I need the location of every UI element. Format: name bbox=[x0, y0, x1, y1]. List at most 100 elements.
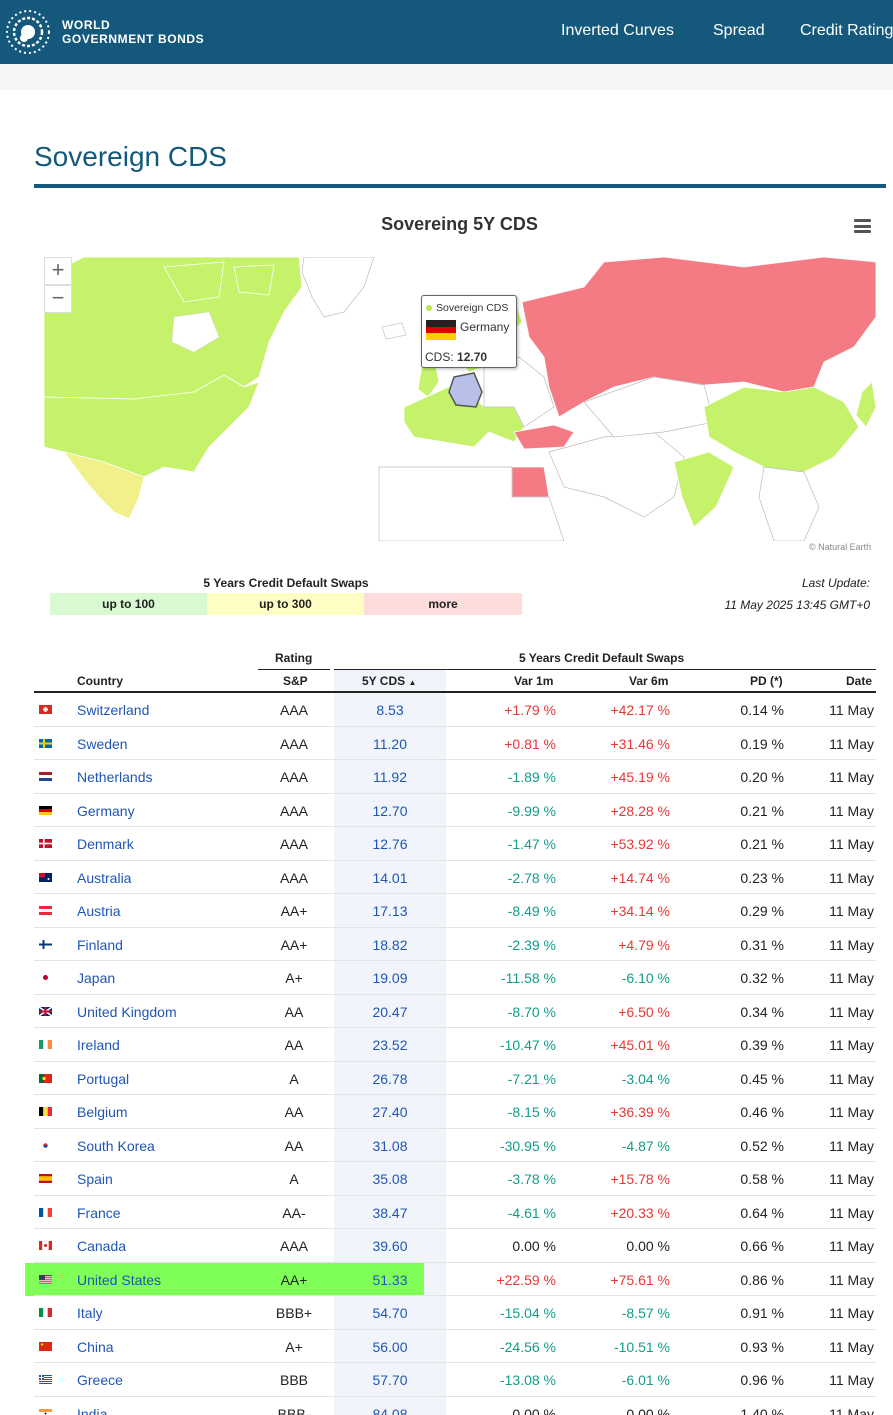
table-row[interactable]: Spain A 35.08 -3.78 % +15.78 % 0.58 % 11 May bbox=[34, 1162, 876, 1196]
country-link[interactable]: Germany bbox=[77, 802, 135, 819]
table-row[interactable]: Canada AAA 39.60 0.00 % 0.00 % 0.66 % 11 May bbox=[34, 1229, 876, 1263]
pd-value: 0.19 % bbox=[740, 735, 784, 752]
country-link[interactable]: China bbox=[77, 1338, 114, 1355]
cds-value[interactable]: 31.08 bbox=[372, 1137, 408, 1154]
cds-value[interactable]: 12.76 bbox=[372, 836, 408, 852]
dk-flag-icon bbox=[39, 839, 52, 848]
table-row[interactable]: Belgium AA 27.40 -8.15 % +36.39 % 0.46 % 11 Ma… bbox=[34, 1095, 876, 1129]
country-link[interactable]: United Kingdom bbox=[77, 1003, 177, 1020]
country-link[interactable]: Switzerland bbox=[77, 702, 150, 718]
map-credits[interactable]: © Natural Earth bbox=[809, 542, 872, 552]
table-row[interactable]: Germany AAA 12.70 -9.99 % +28.28 % 0.21 % 11 M… bbox=[34, 794, 876, 827]
table-row[interactable]: Austria AA+ 17.13 -8.49 % +34.14 % 0.29 % 11 M… bbox=[34, 894, 876, 928]
col-var6m[interactable]: Var 6m bbox=[629, 674, 669, 688]
table-row[interactable]: Greece BBB 57.70 -13.08 % -6.01 % 0.96 % 11 Ma… bbox=[34, 1363, 876, 1397]
cds-value[interactable]: 57.70 bbox=[372, 1372, 408, 1388]
globe-logo-icon[interactable] bbox=[4, 8, 52, 56]
table-row[interactable]: Sweden AAA 11.20 +0.81 % +31.46 % 0.19 % 11 Ma… bbox=[34, 727, 876, 760]
col-date[interactable]: Date bbox=[846, 674, 873, 688]
date-value: 11 May bbox=[829, 702, 874, 718]
table-row[interactable]: China A+ 56.00 -24.56 % -10.51 % 0.93 % 11 May bbox=[34, 1330, 876, 1363]
zoom-in-button[interactable]: + bbox=[44, 257, 72, 285]
country-link[interactable]: Belgium bbox=[77, 1104, 128, 1120]
cds-value[interactable]: 54.70 bbox=[372, 1305, 408, 1321]
table-row[interactable]: France AA- 38.47 -4.61 % +20.33 % 0.64 % 11 Ma… bbox=[34, 1196, 876, 1229]
country-link[interactable]: Japan bbox=[77, 970, 116, 986]
country-link[interactable]: Greece bbox=[77, 1372, 123, 1388]
rating-value: AAA bbox=[279, 836, 308, 852]
table-row[interactable]: Italy BBB+ 54.70 -15.04 % -8.57 % 0.91 % 11 Ma… bbox=[34, 1296, 876, 1330]
cds-value[interactable]: 51.33 bbox=[372, 1271, 408, 1288]
country-link[interactable]: Australia bbox=[77, 869, 132, 886]
country-link[interactable]: Ireland bbox=[77, 1037, 120, 1053]
fi-flag-icon bbox=[39, 939, 52, 949]
map-middle-east bbox=[548, 431, 685, 518]
au-flag-icon bbox=[39, 872, 52, 882]
table-row[interactable]: Netherlands AAA 11.92 -1.89 % +45.19 % 0.20 %… bbox=[34, 760, 876, 794]
cds-value[interactable]: 39.60 bbox=[372, 1238, 408, 1254]
col-var1m[interactable]: Var 1m bbox=[514, 674, 554, 688]
cds-value[interactable]: 11.20 bbox=[373, 735, 407, 752]
col-sp[interactable]: S&P bbox=[283, 674, 308, 688]
cds-value[interactable]: 35.08 bbox=[372, 1171, 408, 1187]
table-row[interactable]: India BBB- 84.08 0.00 % 0.00 % 1.40 % 11 May bbox=[34, 1397, 876, 1415]
table-row[interactable]: Portugal A 26.78 -7.21 % -3.04 % 0.45 % 11 May bbox=[34, 1062, 876, 1095]
country-link[interactable]: Italy bbox=[77, 1305, 103, 1321]
var1m-value: -13.08 % bbox=[499, 1372, 556, 1388]
country-link[interactable]: Sweden bbox=[77, 735, 128, 752]
cds-value[interactable]: 12.70 bbox=[372, 802, 408, 819]
col-country[interactable]: Country bbox=[77, 674, 123, 688]
country-link[interactable]: India bbox=[77, 1405, 108, 1415]
country-link[interactable]: Canada bbox=[77, 1238, 127, 1254]
date-value: 11 May bbox=[829, 1271, 874, 1288]
country-link[interactable]: France bbox=[77, 1204, 121, 1221]
cds-value[interactable]: 18.82 bbox=[372, 936, 408, 953]
table-row[interactable]: South Korea AA 31.08 -30.95 % -4.87 % 0.52 % 1… bbox=[34, 1129, 876, 1162]
var1m-value: -24.56 % bbox=[499, 1338, 556, 1355]
table-row[interactable]: Ireland AA 23.52 -10.47 % +45.01 % 0.39 % 11 M… bbox=[34, 1028, 876, 1062]
var1m-value: -10.47 % bbox=[499, 1037, 556, 1053]
cds-value[interactable]: 20.47 bbox=[372, 1003, 408, 1020]
country-link[interactable]: Netherlands bbox=[77, 769, 153, 785]
cds-value[interactable]: 23.52 bbox=[372, 1037, 408, 1053]
rating-group-line bbox=[258, 669, 330, 670]
cds-value[interactable]: 26.78 bbox=[372, 1070, 408, 1087]
cds-value[interactable]: 8.53 bbox=[376, 702, 404, 718]
zoom-out-button[interactable]: − bbox=[44, 285, 72, 313]
cds-value[interactable]: 38.47 bbox=[372, 1204, 408, 1221]
var1m-value: -15.04 % bbox=[499, 1305, 556, 1321]
country-link[interactable]: Spain bbox=[77, 1171, 113, 1187]
col-pd[interactable]: PD (*) bbox=[750, 674, 783, 688]
cds-value[interactable]: 19.09 bbox=[372, 970, 408, 986]
country-link[interactable]: South Korea bbox=[77, 1137, 155, 1154]
var1m-value: -30.95 % bbox=[499, 1137, 556, 1154]
table-row[interactable]: Japan A+ 19.09 -11.58 % -6.10 % 0.32 % 11 May bbox=[34, 961, 876, 995]
site-logo-text[interactable]: WORLD GOVERNMENT BONDS bbox=[62, 18, 204, 46]
cds-value[interactable]: 56.00 bbox=[372, 1338, 408, 1355]
table-row[interactable]: United States AA+ 51.33 +22.59 % +75.61 % 0.8… bbox=[34, 1263, 876, 1296]
pd-value: 0.21 % bbox=[740, 802, 784, 819]
country-link[interactable]: Portugal bbox=[77, 1070, 130, 1087]
country-link[interactable]: Austria bbox=[77, 903, 121, 919]
chart-menu-icon[interactable] bbox=[854, 219, 871, 233]
nav-inverted-curves[interactable]: Inverted Curves bbox=[561, 22, 674, 39]
cds-value[interactable]: 84.08 bbox=[372, 1405, 408, 1415]
cds-value[interactable]: 17.13 bbox=[372, 903, 408, 919]
rating-value: A+ bbox=[285, 1338, 303, 1355]
country-link[interactable]: United States bbox=[77, 1271, 162, 1288]
nav-credit-rating[interactable]: Credit Rating bbox=[800, 22, 893, 39]
col-5y-cds[interactable]: 5Y CDS ▲ bbox=[362, 674, 416, 688]
country-link[interactable]: Finland bbox=[77, 936, 123, 953]
table-row[interactable]: United Kingdom AA 20.47 -8.70 % +6.50 % 0.34 … bbox=[34, 995, 876, 1028]
table-row[interactable]: Finland AA+ 18.82 -2.39 % +4.79 % 0.31 % 11 Ma… bbox=[34, 928, 876, 961]
country-link[interactable]: Denmark bbox=[77, 836, 134, 852]
cds-value[interactable]: 27.40 bbox=[372, 1104, 408, 1120]
cds-value[interactable]: 11.92 bbox=[373, 769, 407, 785]
var1m-value: -11.58 % bbox=[501, 970, 556, 986]
nav-spread[interactable]: Spread bbox=[713, 22, 765, 39]
title-divider bbox=[34, 184, 886, 188]
cds-value[interactable]: 14.01 bbox=[372, 869, 408, 886]
table-row[interactable]: Australia AAA 14.01 -2.78 % +14.74 % 0.23 % 11… bbox=[34, 861, 876, 894]
table-row[interactable]: Denmark AAA 12.76 -1.47 % +53.92 % 0.21 % 11 M… bbox=[34, 827, 876, 861]
table-row[interactable]: Switzerland AAA 8.53 +1.79 % +42.17 % 0.14 % 1… bbox=[34, 693, 876, 727]
